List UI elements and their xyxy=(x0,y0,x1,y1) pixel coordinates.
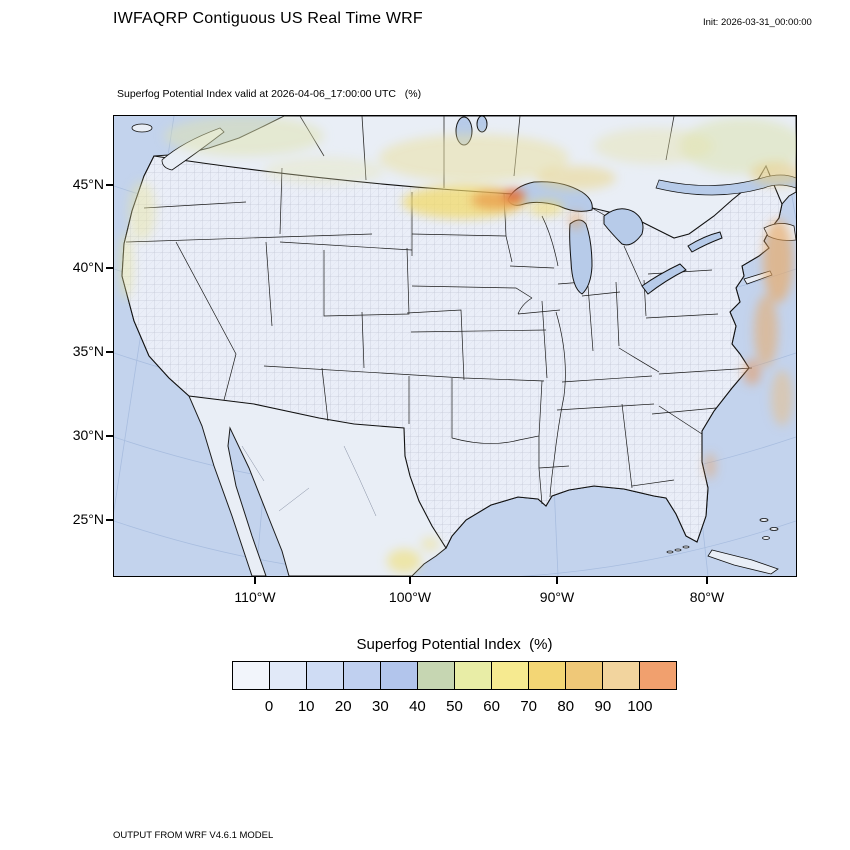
y-axis-label: 45°N xyxy=(72,176,104,192)
colorbar-cell xyxy=(492,662,529,689)
y-axis-tick xyxy=(106,184,114,186)
y-axis-label: 35°N xyxy=(72,343,104,359)
x-axis-tick xyxy=(254,577,256,584)
colorbar-cell xyxy=(529,662,566,689)
main-title: IWFAQRP Contiguous US Real Time WRF xyxy=(113,10,423,27)
colorbar-tick-label: 0 xyxy=(264,698,274,715)
y-axis-tick xyxy=(106,435,114,437)
x-axis-label: 110°W xyxy=(234,589,276,605)
x-axis-label: 90°W xyxy=(539,589,575,605)
colorbar-tick-label: 30 xyxy=(371,698,389,715)
colorbar-cell xyxy=(640,662,676,689)
colorbar-cell xyxy=(566,662,603,689)
y-axis-label: 25°N xyxy=(72,511,104,527)
footer: OUTPUT FROM WRF V4.6.1 MODEL WE = 580 ; … xyxy=(113,802,487,850)
colorbar-cell xyxy=(418,662,455,689)
map-frame xyxy=(113,115,797,577)
colorbar-tick-label: 50 xyxy=(446,698,463,715)
colorbar-cell xyxy=(307,662,344,689)
x-axis-tick xyxy=(556,577,558,584)
colorbar-cell xyxy=(381,662,418,689)
colorbar-cell xyxy=(233,662,270,689)
mexico-borders xyxy=(241,445,377,517)
colorbar-cell xyxy=(344,662,381,689)
conus-map-svg xyxy=(114,116,796,576)
colorbar-tick-label: 80 xyxy=(557,698,575,715)
map-subtitle: Superfog Potential Index valid at 2026-0… xyxy=(117,88,422,100)
colorbar xyxy=(232,661,677,690)
colorbar-tick-label: 60 xyxy=(483,698,500,715)
y-axis-label: 30°N xyxy=(72,427,104,443)
y-axis-tick xyxy=(106,267,114,269)
x-axis-label: 80°W xyxy=(689,589,725,605)
y-axis-label: 40°N xyxy=(72,259,104,275)
colorbar-tick-label: 70 xyxy=(520,698,537,715)
colorbar-title: Superfog Potential Index (%) xyxy=(356,636,553,653)
colorbar-tick-label: 90 xyxy=(594,698,612,715)
colorbar-cell xyxy=(603,662,640,689)
colorbar-cell xyxy=(270,662,307,689)
colorbar-tick-label: 20 xyxy=(334,698,352,715)
init-timestamp: Init: 2026-03-31_00:00:00 xyxy=(703,17,812,28)
y-axis-tick xyxy=(106,519,114,521)
x-axis-tick xyxy=(409,577,411,584)
colorbar-tick-labels: 0 10 20 30 40 50 60 70 80 90 100 xyxy=(232,698,677,718)
spi-hotspots xyxy=(118,116,796,573)
y-axis-tick xyxy=(106,351,114,353)
colorbar-cell xyxy=(455,662,492,689)
x-axis-label: 100°W xyxy=(388,589,432,605)
colorbar-tick-label: 40 xyxy=(409,698,426,715)
colorbar-tick-label: 100 xyxy=(627,698,653,715)
footer-line-1: OUTPUT FROM WRF V4.6.1 MODEL xyxy=(113,829,274,841)
x-axis-tick xyxy=(706,577,708,584)
colorbar-tick-label: 10 xyxy=(297,698,315,715)
